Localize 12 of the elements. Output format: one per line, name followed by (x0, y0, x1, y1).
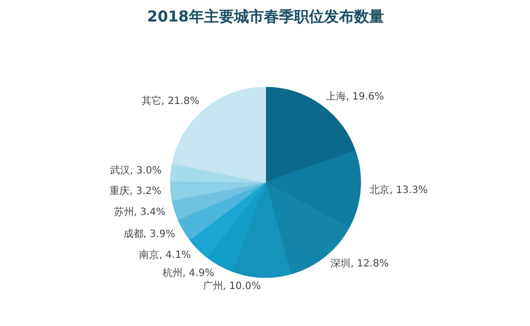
slice-label: 其它, 21.8% (141, 94, 200, 107)
slice-label: 杭州, 4.9% (162, 266, 214, 279)
slice-label: 上海, 19.6% (326, 90, 384, 103)
slice-label: 苏州, 3.4% (114, 206, 166, 218)
slice-label: 重庆, 3.2% (110, 184, 162, 197)
slice-label: 成都, 3.9% (123, 228, 176, 240)
slice-label: 南京, 4.1% (139, 248, 191, 261)
slice-label: 武汉, 3.0% (110, 164, 162, 177)
slice-label: 广州, 10.0% (202, 280, 261, 292)
slice-label: 北京, 13.3% (370, 184, 428, 196)
chart-title: 2018年主要城市春季职位发布数量 (147, 8, 384, 26)
slice-label: 深圳, 12.8% (330, 257, 389, 270)
